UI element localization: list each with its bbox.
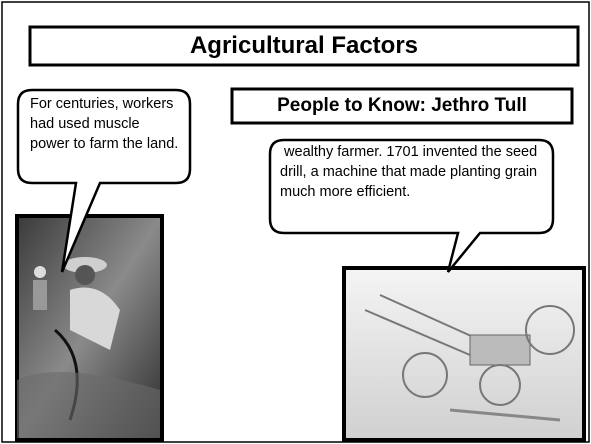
title-box xyxy=(28,25,580,67)
left-speech-bubble xyxy=(16,88,192,273)
seed-drill-photo xyxy=(342,266,586,442)
farmer-photo xyxy=(15,214,164,442)
section-header: People to Know: Jethro Tull xyxy=(277,95,527,116)
right-speech-bubble xyxy=(268,138,555,273)
header-box xyxy=(230,87,574,125)
bubble-text: For centuries, workers had used muscle p… xyxy=(30,96,179,152)
bubble-text: wealthy farmer. 1701 invented the seed d… xyxy=(280,144,542,200)
slide-title: Agricultural Factors xyxy=(189,32,419,59)
